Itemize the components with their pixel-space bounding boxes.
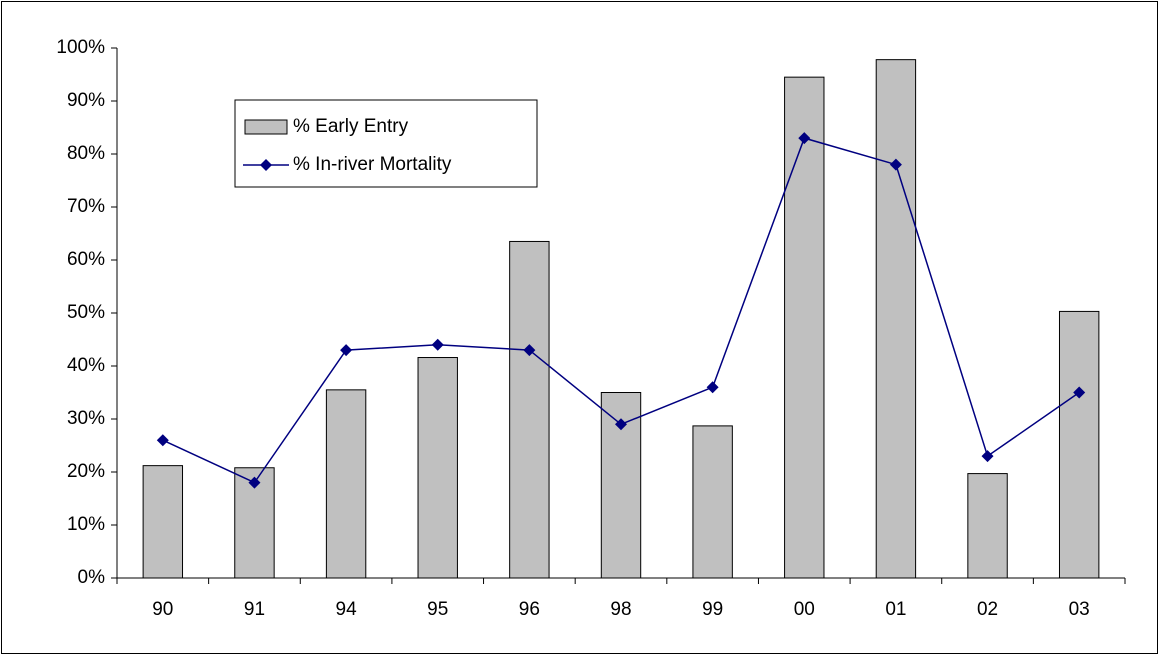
x-tick-label: 96 [519,599,540,620]
x-tick-label: 00 [794,599,815,620]
x-tick-label: 90 [152,599,173,620]
bar [509,240,550,579]
y-tick-label: 40% [67,355,105,376]
y-tick-label: 70% [67,196,105,217]
y-tick-label: 80% [67,143,105,164]
x-tick-label: 91 [244,599,265,620]
legend-label: % In-river Mortality [293,154,452,175]
x-tick-label: 99 [702,599,723,620]
marker [248,476,261,489]
marker [156,434,169,447]
bar [417,357,458,579]
bar [875,59,917,579]
x-tick-label: 95 [427,599,448,620]
marker [798,132,811,145]
y-tick-label: 10% [67,514,105,535]
x-tick-label: 98 [610,599,631,620]
legend-box [234,99,538,188]
x-tick-label: 02 [977,599,998,620]
y-tick-label: 50% [67,302,105,323]
marker [431,338,444,351]
x-tick-label: 01 [885,599,906,620]
marker [706,381,719,394]
marker [889,158,902,171]
y-tick-label: 20% [67,461,105,482]
marker [615,418,627,431]
bar [1058,310,1100,579]
y-tick-label: 100% [56,37,105,58]
marker [523,344,536,357]
y-tick-label: 0% [78,567,106,588]
marker [340,344,353,357]
marker [981,450,994,463]
marker [1073,386,1086,399]
legend-label: % Early Entry [293,116,409,137]
x-tick-label: 94 [336,599,358,620]
bar [784,76,825,579]
y-tick-label: 60% [67,249,105,270]
y-tick-label: 90% [67,90,105,111]
bar [692,425,733,579]
legend-marker [260,159,272,171]
x-tick-label: 03 [1069,599,1090,620]
bar [142,465,184,579]
bar [325,389,367,579]
legend-swatch [244,119,288,135]
y-tick-label: 30% [67,408,105,429]
bar [967,473,1008,579]
